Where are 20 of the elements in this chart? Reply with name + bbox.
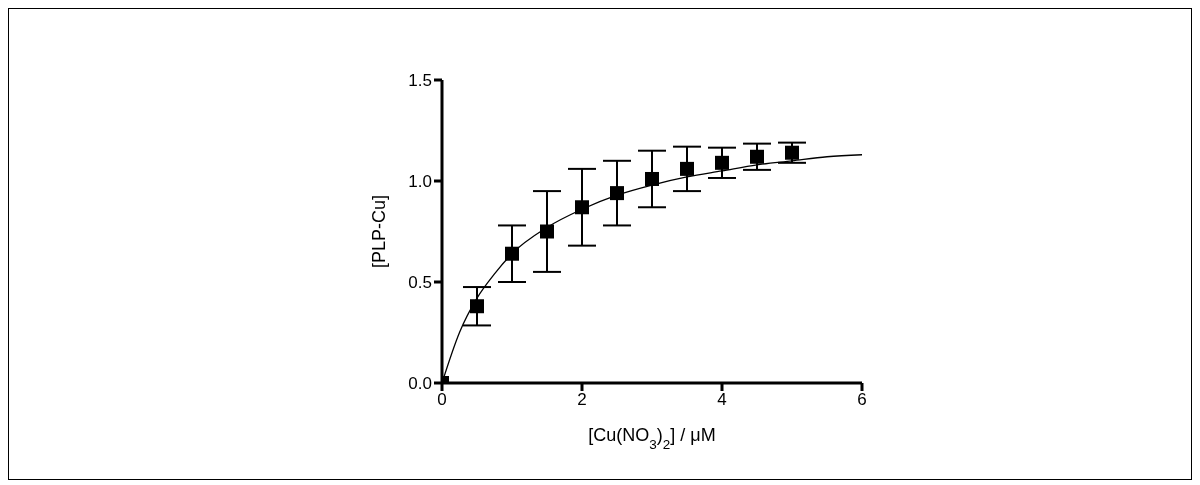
y-tick-label: 0.0 [408, 374, 432, 394]
point [750, 149, 764, 164]
x-tick-label: 0 [437, 390, 447, 410]
point [470, 299, 484, 314]
y-tick-label: 0.5 [408, 273, 432, 293]
point [645, 171, 659, 186]
point [575, 200, 589, 215]
x-tick-label: 4 [717, 390, 727, 410]
y-tick-label: 1.5 [408, 71, 432, 91]
point [540, 224, 554, 239]
point [680, 161, 694, 176]
point [785, 145, 799, 160]
point [610, 186, 624, 201]
point [505, 246, 519, 261]
y-tick-label: 1.0 [408, 172, 432, 192]
x-tick-label: 6 [857, 390, 867, 410]
x-axis-title: [Cu(NO$_{3}$)$_{2}$] / μM [588, 425, 716, 452]
y-axis-title: [PLP-Cu] [369, 194, 389, 269]
point [715, 155, 729, 170]
x-tick-label: 2 [577, 390, 587, 410]
